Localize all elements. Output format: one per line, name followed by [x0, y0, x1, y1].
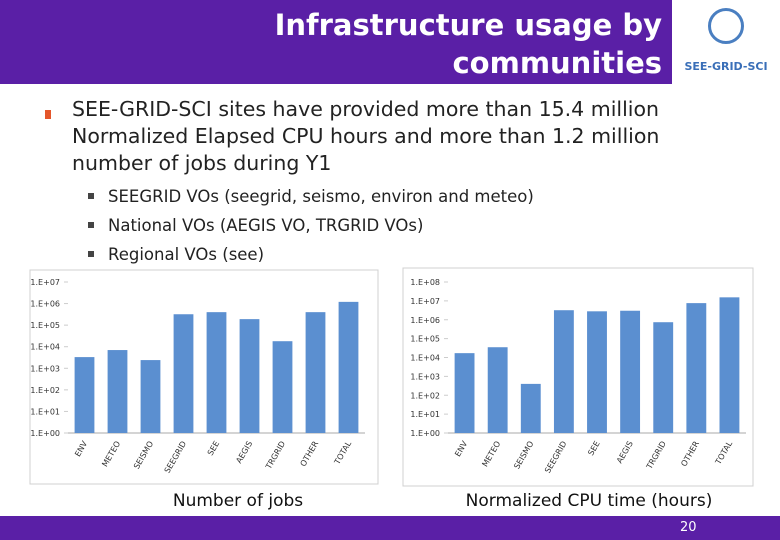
y-tick-label: 1.E+03 [410, 372, 440, 381]
bar [74, 357, 95, 433]
logo-text: SEE-GRID-SCI [684, 60, 768, 73]
sub-bullet: National VOs (AEGIS VO, TRGRID VOs) [88, 211, 534, 240]
logo: SEE-GRID-SCI [676, 4, 776, 84]
logo-mark [708, 8, 744, 44]
bar [305, 312, 326, 433]
sub-bullet-text: National VOs (AEGIS VO, TRGRID VOs) [108, 216, 424, 235]
title-line: Infrastructure usage by [274, 8, 662, 42]
bar [206, 312, 227, 433]
page-number: 20 [680, 520, 697, 535]
y-tick-label: 1.E+00 [30, 429, 60, 438]
y-tick-label: 1.E+02 [410, 391, 440, 400]
y-tick-label: 1.E+02 [30, 386, 60, 395]
y-tick-label: 1.E+05 [30, 321, 60, 330]
bar [620, 310, 641, 433]
bar [239, 319, 260, 433]
sub-bullet-text: Regional VOs (see) [108, 245, 265, 264]
y-tick-label: 1.E+06 [30, 300, 60, 309]
y-tick-label: 1.E+01 [410, 410, 440, 419]
bar [653, 322, 674, 433]
chart-caption: Normalized CPU time (hours) [466, 491, 713, 511]
bar [587, 311, 607, 433]
y-tick-label: 1.E+04 [30, 343, 60, 352]
y-tick-label: 1.E+07 [410, 297, 440, 306]
bar [520, 383, 541, 433]
bar [107, 350, 128, 433]
y-tick-label: 1.E+00 [410, 429, 440, 438]
y-tick-label: 1.E+06 [410, 316, 440, 325]
title-line: communities [452, 46, 662, 80]
y-tick-label: 1.E+03 [30, 364, 60, 373]
y-tick-label: 1.E+08 [410, 278, 440, 287]
header-bar: Infrastructure usage by communities [0, 0, 672, 84]
bar [173, 314, 194, 433]
sub-bullet: Regional VOs (see) [88, 240, 534, 269]
bar [553, 310, 574, 433]
sub-bullets: SEEGRID VOs (seegrid, seismo, environ an… [88, 182, 534, 269]
y-tick-label: 1.E+04 [410, 354, 440, 363]
bullet-text: SEE-GRID-SCI sites have provided more th… [72, 97, 660, 175]
chart-caption: Number of jobs [173, 491, 303, 511]
bar [454, 353, 475, 433]
bar [719, 297, 740, 433]
sub-bullet: SEEGRID VOs (seegrid, seismo, environ an… [88, 182, 534, 211]
footer-bar: 20 [0, 516, 780, 540]
y-tick-label: 1.E+07 [30, 278, 60, 287]
bullet-marker [45, 110, 51, 119]
bar [487, 347, 508, 433]
sub-bullet-text: SEEGRID VOs (seegrid, seismo, environ an… [108, 187, 534, 206]
title: Infrastructure usage by communities [275, 6, 662, 82]
y-tick-label: 1.E+01 [30, 407, 60, 416]
bar [272, 341, 293, 433]
bar [140, 360, 161, 433]
bar [686, 303, 707, 433]
charts: 1.E+00 1.E+01 1.E+02 1.E+03 1.E+04 1.E+05 1.E+… [29, 267, 754, 511]
bar [338, 301, 359, 433]
y-tick-label: 1.E+05 [410, 335, 440, 344]
